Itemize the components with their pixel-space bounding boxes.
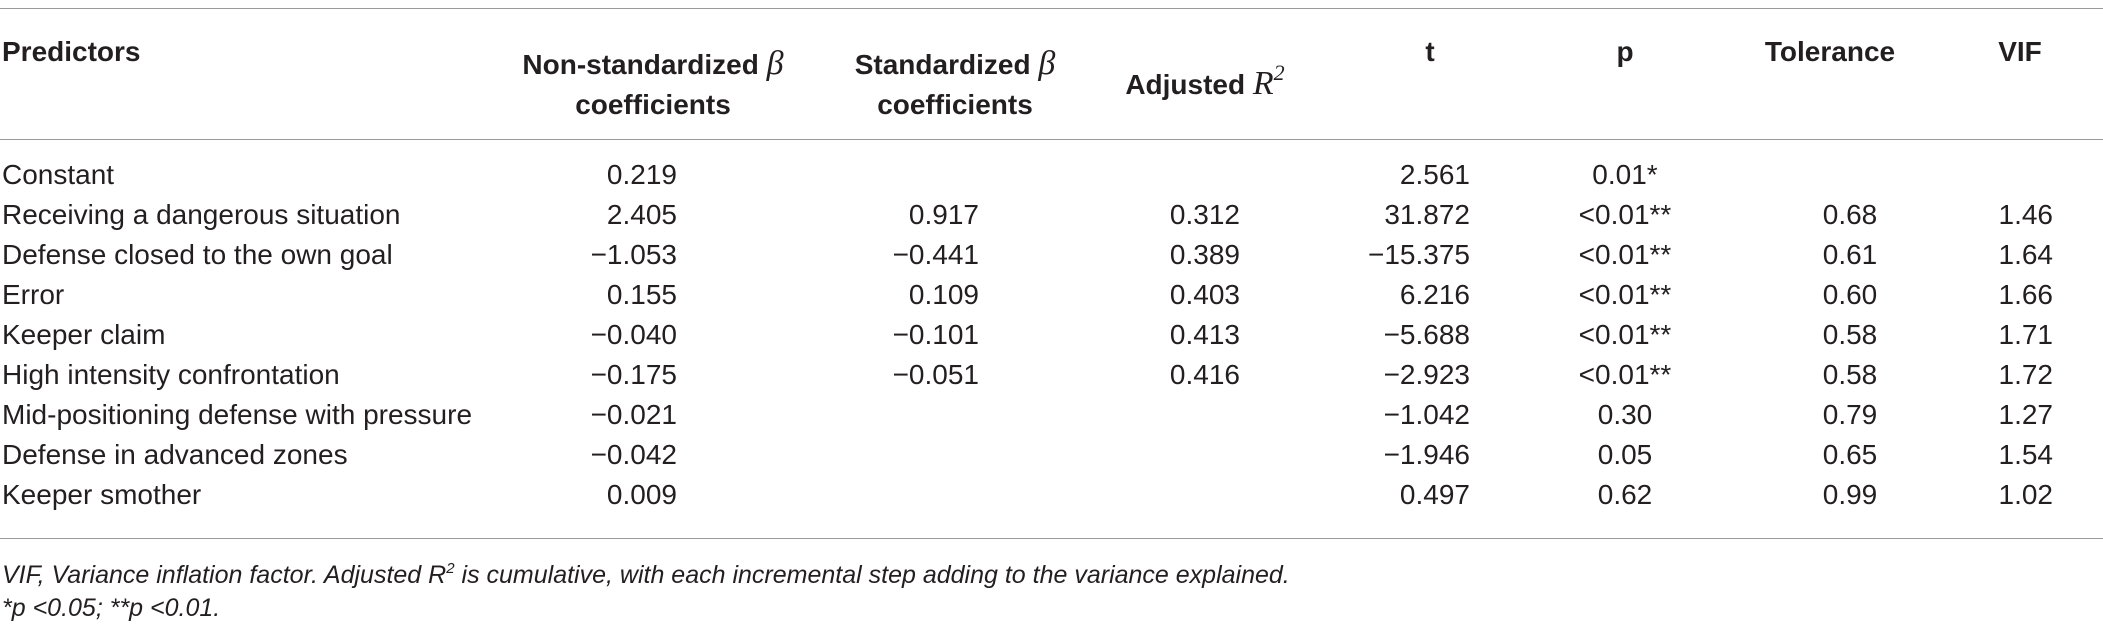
- header-standardized-coefficients: Standardized β coefficients: [820, 44, 1090, 125]
- table-bottom-rule: [0, 538, 2103, 539]
- cell-predictor: Defense closed to the own goal: [2, 239, 393, 270]
- table-row: Constant 0.219 2.561 0.01*: [0, 155, 2103, 195]
- cell-tolerance: 0.58: [1822, 359, 1878, 390]
- header-nonstd-line2: coefficients: [575, 89, 731, 120]
- cell-adjusted-r2: 0.403: [1169, 279, 1240, 310]
- cell-vif: 1.71: [1998, 319, 2054, 350]
- cell-p: 0.01*: [1592, 159, 1658, 190]
- cell-predictor: Defense in advanced zones: [2, 439, 348, 470]
- header-nonstd-label: Non-standardized: [522, 49, 759, 80]
- cell-predictor: Error: [2, 279, 65, 310]
- cell-p: <0.01**: [1578, 199, 1672, 230]
- cell-tolerance: 0.65: [1822, 439, 1878, 470]
- cell-adjusted-r2: 0.312: [1169, 199, 1240, 230]
- cell-vif: 1.27: [1998, 399, 2054, 430]
- table-top-rule: [0, 8, 2103, 9]
- cell-nonstandardized: −0.021: [590, 399, 677, 430]
- cell-tolerance: 0.79: [1822, 399, 1878, 430]
- cell-tolerance: 0.58: [1822, 319, 1878, 350]
- cell-t: −5.688: [1383, 319, 1470, 350]
- cell-t: −1.946: [1383, 439, 1470, 470]
- cell-predictor: High intensity confrontation: [2, 359, 340, 390]
- cell-adjusted-r2: 0.416: [1169, 359, 1240, 390]
- cell-standardized: −0.051: [892, 359, 979, 390]
- cell-predictor: Keeper claim: [2, 319, 166, 350]
- cell-nonstandardized: 0.009: [606, 479, 677, 510]
- cell-adjusted-r2: 0.389: [1169, 239, 1240, 270]
- cell-nonstandardized: −0.042: [590, 439, 677, 470]
- table-row: Mid-positioning defense with pressure −0…: [0, 395, 2103, 435]
- cell-tolerance: 0.99: [1822, 479, 1878, 510]
- header-bottom-rule: [0, 139, 2103, 140]
- cell-t: −15.375: [1368, 239, 1470, 270]
- cell-tolerance: 0.61: [1822, 239, 1878, 270]
- header-std-line2: coefficients: [877, 89, 1033, 120]
- cell-vif: 1.66: [1998, 279, 2054, 310]
- table-row: Error 0.155 0.109 0.403 6.216 <0.01** 0.…: [0, 275, 2103, 315]
- table-row: Keeper claim −0.040 −0.101 0.413 −5.688 …: [0, 315, 2103, 355]
- cell-t: 0.497: [1399, 479, 1470, 510]
- table-row: Defense in advanced zones −0.042 −1.946 …: [0, 435, 2103, 475]
- cell-vif: 1.46: [1998, 199, 2054, 230]
- cell-predictor: Receiving a dangerous situation: [2, 199, 401, 230]
- footnote-vif: VIF, Variance inflation factor. Adjusted…: [2, 560, 1290, 589]
- cell-adjusted-r2: 0.413: [1169, 319, 1240, 350]
- cell-standardized: −0.101: [892, 319, 979, 350]
- cell-standardized: 0.917: [908, 199, 979, 230]
- table-row: High intensity confrontation −0.175 −0.0…: [0, 355, 2103, 395]
- cell-tolerance: 0.60: [1822, 279, 1878, 310]
- header-adjusted-r2: Adjusted R2: [1095, 56, 1315, 102]
- header-tolerance: Tolerance: [1764, 36, 1896, 67]
- header-adjusted-label: Adjusted: [1125, 69, 1246, 100]
- table-row: Keeper smother 0.009 0.497 0.62 0.99 1.0…: [0, 475, 2103, 515]
- cell-t: 2.561: [1399, 159, 1470, 190]
- r-squared-symbol: R2: [1252, 60, 1285, 102]
- cell-tolerance: 0.68: [1822, 199, 1878, 230]
- header-vif: VIF: [1998, 36, 2042, 67]
- header-std-label: Standardized: [854, 49, 1031, 80]
- header-p: p: [1616, 36, 1634, 67]
- cell-t: −1.042: [1383, 399, 1470, 430]
- cell-p: <0.01**: [1578, 279, 1672, 310]
- cell-nonstandardized: 0.155: [606, 279, 677, 310]
- cell-p: <0.01**: [1578, 239, 1672, 270]
- cell-nonstandardized: −1.053: [590, 239, 677, 270]
- footnote-significance: *p <0.05; **p <0.01.: [2, 594, 221, 622]
- cell-predictor: Keeper smother: [2, 479, 202, 510]
- cell-vif: 1.72: [1998, 359, 2054, 390]
- cell-vif: 1.64: [1998, 239, 2054, 270]
- header-nonstandardized-coefficients: Non-standardized β coefficients: [503, 44, 803, 125]
- table-row: Defense closed to the own goal −1.053 −0…: [0, 235, 2103, 275]
- table-row: Receiving a dangerous situation 2.405 0.…: [0, 195, 2103, 235]
- cell-p: 0.62: [1597, 479, 1653, 510]
- cell-t: 31.872: [1384, 199, 1470, 230]
- header-predictors: Predictors: [2, 36, 141, 67]
- cell-p: <0.01**: [1578, 359, 1672, 390]
- cell-nonstandardized: 0.219: [606, 159, 677, 190]
- cell-vif: 1.54: [1998, 439, 2054, 470]
- cell-p: 0.05: [1597, 439, 1653, 470]
- cell-nonstandardized: −0.040: [590, 319, 677, 350]
- beta-symbol: β: [766, 45, 784, 82]
- cell-t: 6.216: [1399, 279, 1470, 310]
- cell-standardized: −0.441: [892, 239, 979, 270]
- cell-nonstandardized: 2.405: [606, 199, 677, 230]
- cell-vif: 1.02: [1998, 479, 2054, 510]
- header-t: t: [1425, 36, 1435, 67]
- cell-nonstandardized: −0.175: [590, 359, 677, 390]
- cell-t: −2.923: [1383, 359, 1470, 390]
- cell-p: <0.01**: [1578, 319, 1672, 350]
- cell-p: 0.30: [1597, 399, 1653, 430]
- cell-predictor: Mid-positioning defense with pressure: [2, 399, 473, 430]
- cell-standardized: 0.109: [908, 279, 979, 310]
- cell-predictor: Constant: [2, 159, 115, 190]
- beta-symbol: β: [1038, 45, 1056, 82]
